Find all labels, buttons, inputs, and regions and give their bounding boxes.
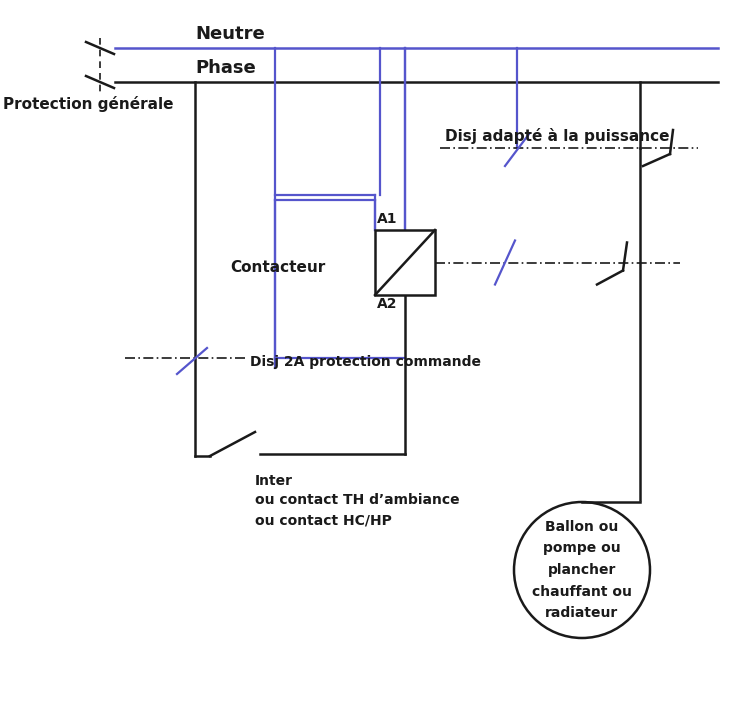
Text: A2: A2 bbox=[377, 297, 398, 311]
Text: Disj adapté à la puissance: Disj adapté à la puissance bbox=[445, 128, 670, 144]
Text: Neutre: Neutre bbox=[195, 25, 265, 43]
Text: Inter
ou contact TH d’ambiance
ou contact HC/HP: Inter ou contact TH d’ambiance ou contac… bbox=[255, 474, 460, 527]
Text: Phase: Phase bbox=[195, 59, 256, 77]
Text: Disj 2A protection commande: Disj 2A protection commande bbox=[250, 355, 481, 369]
Text: Protection générale: Protection générale bbox=[3, 96, 173, 112]
Text: A1: A1 bbox=[377, 212, 398, 226]
Text: Ballon ou
pompe ou
plancher
chauffant ou
radiateur: Ballon ou pompe ou plancher chauffant ou… bbox=[532, 520, 632, 621]
Text: Contacteur: Contacteur bbox=[230, 260, 326, 275]
Bar bbox=[375, 230, 435, 295]
